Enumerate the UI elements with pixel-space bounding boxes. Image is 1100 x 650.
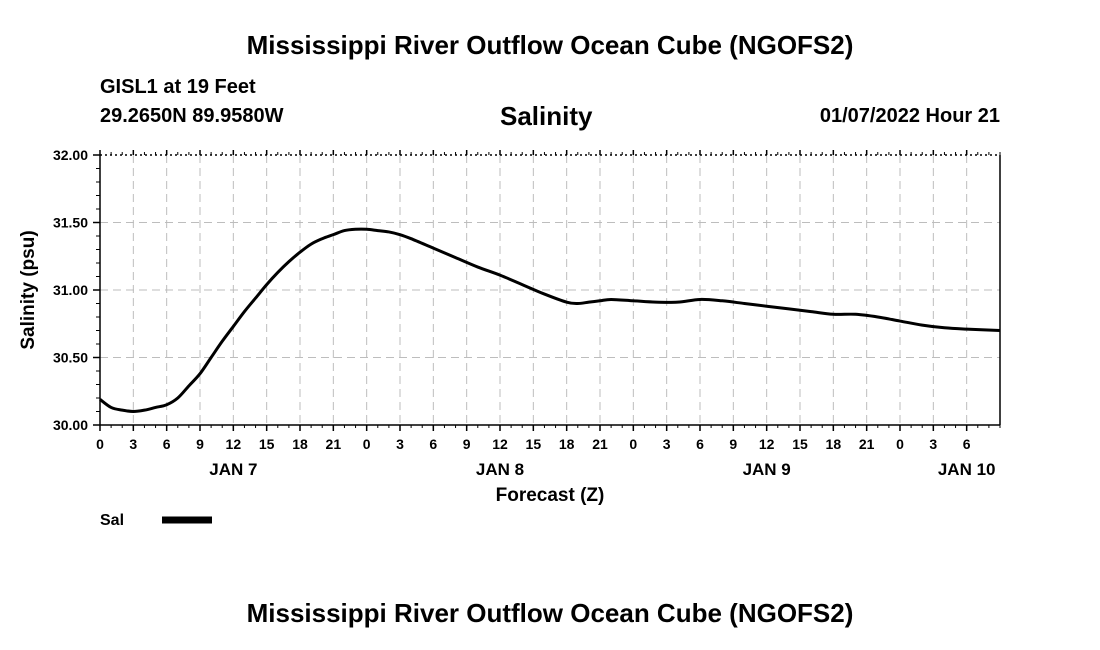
station-coords: 29.2650N 89.9580W — [100, 105, 284, 127]
x-tick-label: 21 — [859, 436, 875, 452]
x-tick-label: 0 — [96, 436, 104, 452]
x-tick-label: 6 — [963, 436, 971, 452]
axis-layer — [93, 150, 1001, 431]
x-tick-label: 12 — [226, 436, 242, 452]
x-tick-label: 18 — [292, 436, 308, 452]
x-tick-label: 0 — [896, 436, 904, 452]
day-label: JAN 10 — [938, 460, 996, 479]
x-tick-label: 21 — [326, 436, 342, 452]
x-tick-label: 21 — [592, 436, 608, 452]
main-title: Mississippi River Outflow Ocean Cube (NG… — [246, 30, 854, 60]
x-tick-label: 0 — [363, 436, 371, 452]
x-tick-label: 9 — [729, 436, 737, 452]
y-tick-label: 31.00 — [53, 282, 88, 298]
x-tick-label: 9 — [463, 436, 471, 452]
x-tick-label: 6 — [696, 436, 704, 452]
legend-label: Sal — [100, 512, 124, 529]
series-line-sal — [99, 227, 1001, 413]
y-tick-label: 31.50 — [53, 215, 88, 231]
footer-title: Mississippi River Outflow Ocean Cube (NG… — [246, 598, 854, 628]
x-tick-label: 3 — [663, 436, 671, 452]
chart-title: Salinity — [500, 101, 593, 131]
x-tick-label: 15 — [259, 436, 275, 452]
day-label: JAN 7 — [209, 460, 257, 479]
x-tick-label: 3 — [396, 436, 404, 452]
x-tick-label: 18 — [826, 436, 842, 452]
x-tick-label: 6 — [429, 436, 437, 452]
y-tick-label: 30.00 — [53, 417, 88, 433]
x-tick-label: 6 — [163, 436, 171, 452]
x-tick-label: 3 — [929, 436, 937, 452]
day-label: JAN 9 — [743, 460, 791, 479]
series-layer — [99, 227, 1001, 413]
label-layer: 30.00 30.50 31.00 31.50 32.00 0 3 6 9 12 15 18 21 0 3 6… — [18, 147, 995, 529]
grid-layer — [100, 155, 1000, 425]
y-axis-title: Salinity (psu) — [18, 230, 39, 349]
y-tick-label: 30.50 — [53, 350, 88, 366]
x-tick-label: 0 — [629, 436, 637, 452]
x-tick-label: 12 — [759, 436, 775, 452]
station-name: GISL1 at 19 Feet — [100, 76, 256, 98]
x-tick-label: 15 — [526, 436, 542, 452]
chart-datetime: 01/07/2022 Hour 21 — [819, 105, 1000, 127]
day-label: JAN 8 — [476, 460, 524, 479]
y-tick-label: 32.00 — [53, 147, 88, 163]
x-tick-label: 18 — [559, 436, 575, 452]
x-axis-title: Forecast (Z) — [496, 485, 605, 506]
x-tick-label: 3 — [129, 436, 137, 452]
x-tick-label: 12 — [492, 436, 508, 452]
x-tick-label: 9 — [196, 436, 204, 452]
x-tick-label: 15 — [792, 436, 808, 452]
